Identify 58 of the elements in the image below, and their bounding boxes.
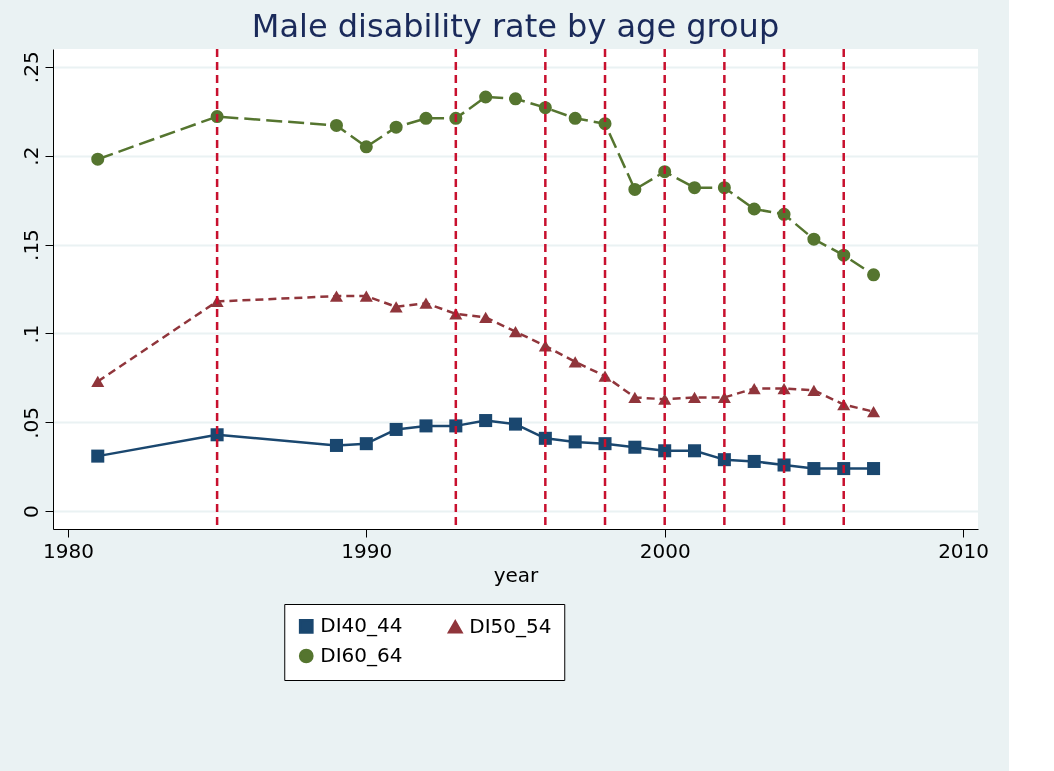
point bbox=[568, 435, 582, 449]
y-tick-label: 0 bbox=[18, 505, 43, 519]
point bbox=[389, 120, 403, 134]
y-tick-label: .2 bbox=[18, 146, 43, 166]
point bbox=[598, 437, 612, 451]
point bbox=[479, 414, 493, 428]
x-tick-label: 2000 bbox=[639, 538, 691, 563]
point bbox=[867, 268, 881, 282]
point bbox=[777, 458, 791, 472]
point bbox=[747, 202, 761, 216]
point bbox=[747, 454, 761, 468]
point bbox=[389, 422, 403, 436]
x-tick-label: 1990 bbox=[341, 538, 393, 563]
point bbox=[508, 417, 523, 431]
point bbox=[568, 356, 582, 368]
point bbox=[359, 140, 373, 154]
point bbox=[91, 375, 105, 388]
x-tick-label: 1980 bbox=[42, 538, 94, 563]
point bbox=[91, 152, 105, 166]
point bbox=[91, 449, 105, 463]
legend-label: DI60_64 bbox=[320, 643, 403, 667]
point bbox=[628, 391, 642, 404]
point bbox=[688, 444, 702, 458]
legend-label: DI50_54 bbox=[469, 613, 552, 638]
point bbox=[329, 290, 343, 302]
chart-title: Male disability rate by age group bbox=[251, 6, 780, 45]
y-tick-label: .25 bbox=[18, 51, 43, 84]
point bbox=[508, 326, 523, 338]
point bbox=[329, 118, 343, 132]
point bbox=[747, 382, 761, 395]
point bbox=[210, 428, 224, 442]
point bbox=[389, 301, 403, 313]
point bbox=[359, 290, 373, 302]
point bbox=[508, 92, 523, 106]
x-axis-title: year bbox=[493, 562, 540, 587]
point bbox=[867, 462, 881, 476]
y-tick-label: .05 bbox=[18, 406, 43, 439]
point bbox=[568, 111, 582, 125]
point bbox=[807, 384, 821, 396]
point bbox=[329, 438, 343, 452]
point bbox=[419, 111, 433, 125]
point bbox=[479, 90, 493, 104]
point bbox=[419, 419, 433, 433]
y-tick-label: .1 bbox=[18, 324, 43, 344]
point bbox=[688, 181, 702, 195]
point bbox=[628, 440, 642, 454]
point bbox=[807, 462, 821, 476]
point bbox=[449, 419, 463, 433]
legend-label: DI40_44 bbox=[320, 613, 403, 638]
point bbox=[628, 182, 642, 196]
y-tick-label: .15 bbox=[18, 229, 43, 261]
x-tick-label: 2010 bbox=[938, 538, 990, 563]
point bbox=[867, 406, 881, 418]
point bbox=[807, 232, 821, 246]
point bbox=[359, 437, 373, 451]
point bbox=[688, 391, 702, 404]
point bbox=[419, 297, 433, 309]
point bbox=[479, 311, 493, 324]
